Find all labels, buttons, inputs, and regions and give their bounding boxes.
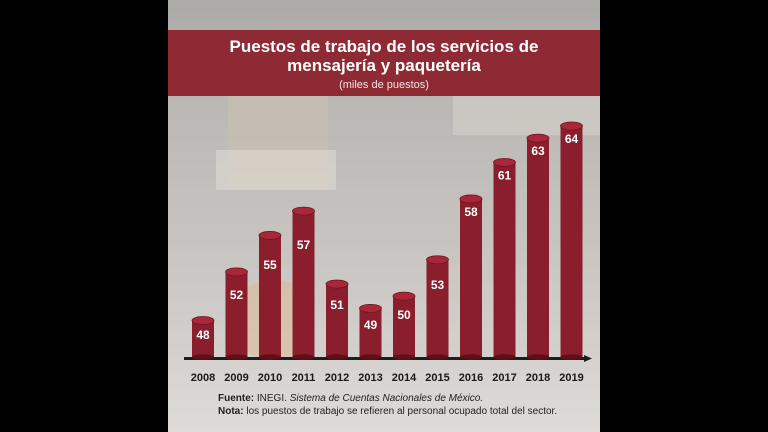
source-italic: Sistema de Cuentas Nacionales de México. [289, 393, 484, 404]
bar-base [359, 354, 382, 360]
x-tick-label: 2018 [526, 372, 550, 384]
bar-base [292, 354, 315, 360]
bar [292, 211, 315, 357]
bar [393, 296, 415, 357]
x-tick-label: 2014 [392, 372, 417, 384]
bar-top [459, 194, 483, 204]
x-tick-label: 2013 [358, 372, 382, 384]
x-tick-label: 2009 [224, 372, 248, 384]
chart-footer: Fuente: INEGI. Sistema de Cuentas Nacion… [218, 392, 593, 418]
data-label: 51 [330, 298, 344, 312]
data-label: 53 [431, 278, 445, 292]
x-tick-label: 2010 [258, 372, 282, 384]
bar [326, 284, 348, 357]
bar-base [393, 354, 415, 360]
data-label: 52 [230, 288, 244, 302]
bar-base [259, 354, 281, 360]
bar-top [560, 121, 583, 131]
bar-top [493, 158, 516, 167]
bar [460, 198, 482, 357]
bar [426, 259, 449, 357]
bar [225, 271, 248, 357]
bar-top [426, 255, 449, 265]
data-label: 63 [531, 144, 545, 158]
data-label: 64 [565, 132, 579, 146]
bar-base [527, 354, 549, 360]
bar-top [191, 316, 215, 325]
bar-top [225, 267, 248, 277]
chart-subtitle: (miles de puestos) [339, 79, 429, 91]
bar [359, 308, 382, 357]
note-line: Nota: los puestos de trabajo se refieren… [218, 405, 593, 418]
x-tick-label: 2008 [191, 372, 215, 384]
data-label: 49 [364, 318, 378, 332]
chart-title-line-1: Puestos de trabajo de los servicios de [229, 37, 539, 56]
data-label: 57 [297, 238, 311, 252]
x-tick-label: 2019 [559, 372, 583, 384]
bar-top [292, 206, 315, 216]
baseline-arrow [584, 355, 592, 362]
bar-base [560, 354, 583, 360]
source-text: INEGI. [256, 393, 287, 404]
data-label: 48 [196, 328, 210, 342]
bar-top [258, 231, 282, 240]
bar [259, 235, 281, 357]
chart-title-line-2: mensajería y paquetería [287, 56, 481, 75]
x-tick-label: 2016 [459, 372, 483, 384]
bar [493, 162, 516, 357]
x-tick-label: 2017 [492, 372, 516, 384]
note-text: los puestos de trabajo se refieren al pe… [246, 406, 558, 417]
bar-base [192, 354, 214, 360]
data-label: 55 [263, 258, 277, 272]
data-label: 50 [397, 308, 411, 322]
bar [560, 126, 583, 357]
source-line: Fuente: INEGI. Sistema de Cuentas Nacion… [218, 392, 593, 405]
bar-top [392, 291, 416, 301]
infographic-panel: Puestos de trabajo de los servicios de m… [168, 0, 600, 432]
chart-title: Puestos de trabajo de los servicios de m… [168, 37, 600, 75]
source-label: Fuente: [218, 393, 255, 404]
title-band: Puestos de trabajo de los servicios de m… [168, 30, 600, 96]
bar-base [460, 354, 482, 360]
data-label: 61 [498, 168, 512, 182]
bar-base [225, 354, 248, 360]
bar [192, 320, 214, 357]
bar [527, 138, 549, 357]
bar-base [493, 354, 516, 360]
data-label: 58 [464, 205, 478, 219]
baseline [184, 357, 588, 360]
x-tick-label: 2012 [325, 372, 349, 384]
bar-base [426, 354, 449, 360]
bar-top [325, 279, 349, 289]
note-label: Nota: [218, 406, 244, 417]
x-tick-label: 2015 [425, 372, 449, 384]
bar-base [326, 354, 348, 360]
bar-top [359, 303, 382, 313]
x-tick-label: 2011 [292, 372, 316, 384]
background-pallet [216, 150, 336, 190]
bar-top [526, 133, 550, 143]
bar-chart: 48 2008 52 2009 55 2010 57 2011 51 2012 49 2013 50 20… [184, 121, 592, 384]
